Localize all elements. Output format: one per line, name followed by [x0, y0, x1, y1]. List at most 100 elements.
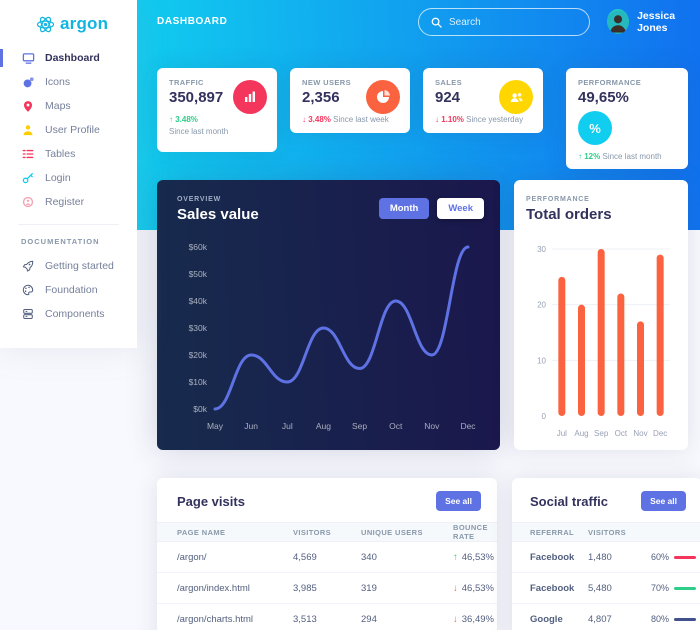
stat-footer: ↑ 12% Since last month [578, 151, 676, 163]
sidebar-item-user-profile[interactable]: User Profile [0, 118, 137, 142]
sidebar-item-foundation[interactable]: Foundation [0, 278, 137, 302]
arrow-up-icon: ↑ [453, 551, 458, 563]
sidebar-item-label: Maps [45, 100, 71, 112]
page-visits-card: Page visits See all PAGE NAME VISITORS UNI… [157, 478, 497, 630]
sales-chart-title: Sales value [177, 206, 259, 223]
stat-value: 49,65% [578, 89, 629, 106]
svg-text:Jul: Jul [282, 421, 293, 431]
table-header: REFERRAL VISITORS [512, 522, 700, 542]
brand-name: argon [60, 14, 109, 33]
table-row: /argon/index.html 3,985 319 ↓ 46,53% [157, 573, 497, 604]
table-row: Facebook 5,480 70% [512, 573, 700, 604]
search-box [418, 8, 590, 36]
svg-text:Aug: Aug [574, 429, 588, 438]
stat-label: PERFORMANCE [578, 78, 642, 87]
progress-bar [674, 555, 696, 559]
stat-card-sales: SALES 924 ↓ 1.10% Since yesterday [423, 68, 543, 133]
week-button[interactable]: Week [437, 198, 484, 219]
palette-icon [21, 283, 35, 297]
sidebar-item-label: Login [45, 172, 71, 184]
svg-text:$0k: $0k [193, 404, 207, 414]
svg-text:Jun: Jun [244, 421, 258, 431]
percent-icon: % [578, 111, 612, 145]
unique-users: 319 [361, 582, 377, 594]
page-visits-title: Page visits [177, 493, 245, 509]
table-header: PAGE NAME VISITORS UNIQUE USERS BOUNCE RATE [157, 522, 497, 542]
sidebar-item-label: Tables [45, 148, 76, 160]
sidebar-item-getting-started[interactable]: Getting started [0, 254, 137, 278]
svg-text:Aug: Aug [316, 421, 331, 431]
stat-period: Since last month [169, 127, 229, 136]
search-input[interactable] [449, 16, 569, 28]
sidebar: argon Dashboard Icons Maps User Profile … [0, 0, 137, 348]
stat-period: Since last week [333, 115, 389, 124]
bounce-rate: ↓ 36,49% [453, 613, 494, 625]
sidebar-item-login[interactable]: Login [0, 166, 137, 190]
sidebar-item-label: Components [45, 308, 105, 320]
total-orders-card: PERFORMANCE Total orders 0 10 20 30 Jul Aug Se… [514, 180, 688, 450]
stat-footer: ↓ 3.48% Since last week [302, 114, 398, 126]
sidebar-item-label: Dashboard [45, 52, 100, 64]
social-traffic-title: Social traffic [530, 493, 609, 509]
user-menu[interactable]: Jessica Jones [607, 9, 700, 34]
stat-value: 350,897 [169, 89, 224, 106]
see-all-button[interactable]: See all [641, 491, 686, 511]
sidebar-nav: Dashboard Icons Maps User Profile Tables… [0, 46, 137, 214]
page-name: /argon/ [177, 551, 207, 563]
stat-label: NEW USERS [302, 78, 352, 87]
visitors: 3,985 [293, 582, 317, 594]
sidebar-item-icons[interactable]: Icons [0, 70, 137, 94]
range-toggle: Month Week [378, 198, 484, 219]
stat-card-performance: PERFORMANCE 49,65% % ↑ 12% Since last mo… [566, 68, 688, 169]
page-name: /argon/charts.html [177, 613, 254, 625]
stat-period: Since last month [602, 152, 662, 161]
svg-text:Nov: Nov [633, 429, 647, 438]
svg-text:$10k: $10k [189, 377, 208, 387]
brand-logo[interactable]: argon [0, 8, 137, 46]
month-button[interactable]: Month [378, 198, 430, 219]
key-icon [21, 171, 35, 185]
see-all-button[interactable]: See all [436, 491, 481, 511]
planet-icon [21, 75, 35, 89]
arrow-down-icon: ↓ [453, 613, 458, 625]
table-row: /argon/charts.html 3,513 294 ↓ 36,49% [157, 604, 497, 630]
stat-card-traffic: TRAFFIC 350,897 ↑ 3.48% Since last month [157, 68, 277, 152]
card-overline: PERFORMANCE [526, 196, 590, 203]
sidebar-item-components[interactable]: Components [0, 302, 137, 326]
sidebar-item-label: Icons [45, 76, 71, 88]
arrow-down-icon: ↓ [453, 582, 458, 594]
table-row: Facebook 1,480 60% [512, 542, 700, 573]
circle-icon [21, 195, 35, 209]
sidebar-item-register[interactable]: Register [0, 190, 137, 214]
svg-text:30: 30 [537, 245, 546, 254]
sidebar-item-label: User Profile [45, 124, 100, 136]
percent: 60% [650, 552, 669, 562]
referral: Facebook [530, 551, 575, 563]
visitors: 5,480 [588, 582, 612, 594]
sales-value-card: OVERVIEW Sales value Month Week $0k $10k $… [157, 180, 500, 450]
sidebar-item-label: Register [45, 196, 85, 208]
card-overline: OVERVIEW [177, 196, 222, 203]
referral: Google [530, 613, 563, 625]
sidebar-item-dashboard[interactable]: Dashboard [0, 46, 137, 70]
percent: 70% [650, 583, 669, 593]
stat-label: TRAFFIC [169, 78, 204, 87]
tv-icon [21, 51, 35, 65]
sidebar-item-tables[interactable]: Tables [0, 142, 137, 166]
visitors: 4,807 [588, 613, 612, 625]
bounce-rate: ↓ 46,53% [453, 582, 494, 594]
svg-text:10: 10 [537, 356, 546, 365]
delta-up: ↑ 12% [578, 152, 601, 161]
bullet-list-icon [21, 147, 35, 161]
progress-bar [674, 617, 696, 621]
users-icon [499, 80, 533, 114]
sidebar-item-maps[interactable]: Maps [0, 94, 137, 118]
svg-text:0: 0 [542, 412, 547, 421]
orders-chart-title: Total orders [526, 206, 612, 223]
table-row: Google 4,807 80% [512, 604, 700, 630]
svg-text:Nov: Nov [424, 421, 440, 431]
social-traffic-card: Social traffic See all REFERRAL VISITORS … [512, 478, 700, 630]
svg-text:Dec: Dec [653, 429, 667, 438]
avatar [607, 9, 630, 34]
stat-footer: ↑ 3.48% Since last month [169, 114, 265, 138]
